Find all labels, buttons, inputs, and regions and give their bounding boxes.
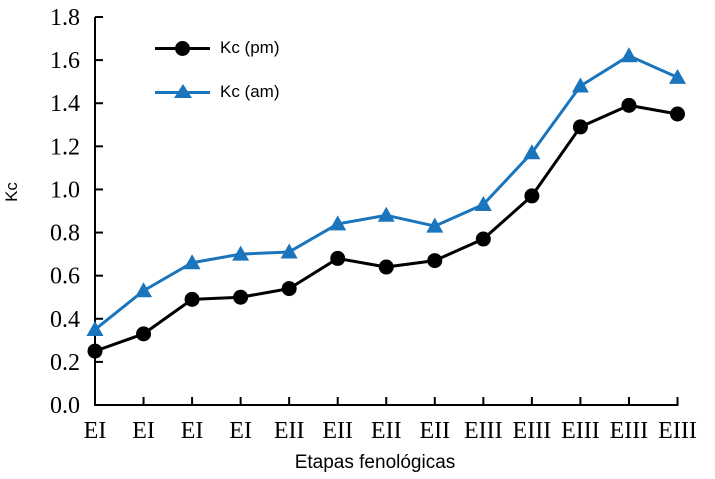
svg-text:1.6: 1.6 xyxy=(50,48,80,74)
y-axis-title: Kc xyxy=(2,182,21,202)
pm-line-circle-marker-icon xyxy=(155,39,210,57)
svg-text:0.2: 0.2 xyxy=(50,350,80,376)
svg-text:1.2: 1.2 xyxy=(50,134,80,160)
svg-text:EII: EII xyxy=(274,418,305,444)
svg-text:EII: EII xyxy=(371,418,402,444)
svg-text:EIII: EIII xyxy=(610,418,649,444)
svg-text:1.4: 1.4 xyxy=(50,91,80,117)
legend-label-kc-am: Kc (am) xyxy=(220,82,280,101)
svg-text:1.0: 1.0 xyxy=(50,177,80,203)
pm-circle-icon xyxy=(175,40,190,56)
legend-entry-kc-pm: Kc (pm) xyxy=(155,36,280,60)
legend-label-kc-pm: Kc (pm) xyxy=(220,38,280,57)
legend-entry-kc-am: Kc (am) xyxy=(155,80,280,104)
svg-text:EI: EI xyxy=(132,418,155,444)
svg-text:EI: EI xyxy=(181,418,204,444)
svg-text:EII: EII xyxy=(419,418,450,444)
svg-text:1.8: 1.8 xyxy=(50,5,80,31)
svg-text:EIII: EIII xyxy=(513,418,552,444)
svg-text:0.8: 0.8 xyxy=(50,221,80,247)
svg-text:EII: EII xyxy=(322,418,353,444)
svg-text:EIII: EIII xyxy=(658,418,697,444)
svg-text:EI: EI xyxy=(229,418,252,444)
svg-text:EIII: EIII xyxy=(464,418,503,444)
svg-text:0.4: 0.4 xyxy=(50,307,80,333)
svg-text:EIII: EIII xyxy=(561,418,600,444)
svg-text:0.6: 0.6 xyxy=(50,264,80,290)
am-line-triangle-marker-icon xyxy=(155,83,210,101)
x-axis-title: Etapas fenológicas xyxy=(294,452,456,473)
am-triangle-icon xyxy=(173,84,192,98)
svg-text:EI: EI xyxy=(84,418,107,444)
svg-text:0.0: 0.0 xyxy=(50,393,80,419)
legend: Kc (pm) Kc (am) xyxy=(155,36,280,124)
